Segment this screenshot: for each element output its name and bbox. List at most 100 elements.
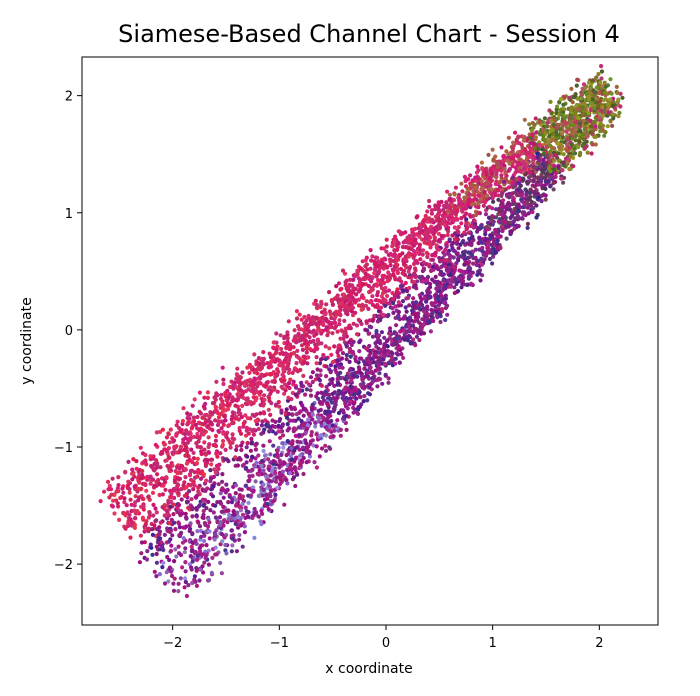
scatter-point (261, 448, 266, 454)
scatter-point (383, 372, 388, 377)
scatter-point (569, 86, 574, 91)
scatter-point (289, 446, 294, 451)
scatter-point (227, 423, 232, 428)
scatter-point (487, 204, 492, 209)
scatter-point (382, 350, 387, 355)
scatter-point (522, 117, 527, 122)
scatter-point (189, 505, 195, 510)
scatter-point (294, 445, 299, 450)
scatter-point (542, 167, 547, 172)
scatter-point (182, 550, 187, 555)
scatter-point (249, 441, 254, 446)
scatter-point (382, 273, 387, 278)
scatter-point (551, 180, 556, 185)
scatter-point (299, 343, 305, 348)
scatter-point (176, 425, 182, 431)
scatter-point (202, 440, 207, 445)
scatter-point (307, 451, 312, 456)
scatter-point (114, 498, 119, 503)
scatter-point (448, 284, 453, 289)
scatter-point (172, 488, 177, 493)
scatter-point (218, 403, 224, 408)
scatter-point (468, 173, 473, 178)
scatter-point (447, 237, 452, 242)
scatter-point (195, 529, 200, 534)
scatter-point (407, 285, 412, 291)
scatter-point (175, 487, 180, 492)
scatter-point (176, 544, 181, 549)
scatter-point (201, 552, 206, 557)
scatter-point (548, 183, 553, 188)
scatter-point (240, 512, 246, 517)
scatter-point (251, 401, 256, 406)
scatter-point (543, 193, 548, 198)
scatter-point (436, 231, 441, 236)
scatter-point (201, 512, 206, 517)
scatter-point (134, 466, 139, 471)
scatter-point (357, 340, 362, 345)
scatter-point (488, 222, 493, 227)
scatter-point (390, 244, 395, 249)
scatter-point (181, 536, 186, 541)
scatter-point (396, 240, 401, 246)
scatter-point (315, 306, 320, 311)
scatter-point (123, 469, 128, 474)
scatter-point (271, 443, 276, 448)
scatter-point (379, 280, 384, 286)
scatter-point (423, 236, 428, 242)
scatter-point (316, 408, 321, 413)
scatter-point (224, 457, 229, 462)
scatter-point (217, 515, 223, 520)
scatter-point (590, 97, 595, 102)
scatter-point (354, 292, 359, 297)
scatter-point (252, 352, 257, 357)
scatter-point (585, 134, 590, 139)
scatter-point (394, 323, 399, 328)
scatter-point (338, 427, 343, 432)
scatter-point (132, 525, 137, 531)
scatter-point (473, 178, 479, 183)
scatter-point (249, 436, 254, 441)
scatter-point (510, 198, 516, 203)
scatter-point (191, 487, 196, 492)
scatter-point (159, 540, 164, 545)
scatter-point (361, 399, 366, 404)
scatter-point (436, 294, 441, 299)
scatter-point (353, 300, 358, 305)
scatter-point (293, 385, 299, 390)
scatter-point (551, 122, 557, 128)
scatter-point (235, 366, 240, 371)
scatter-point (452, 285, 457, 290)
scatter-point (436, 247, 441, 252)
scatter-point (347, 399, 352, 404)
scatter-point (205, 390, 210, 395)
scatter-point (542, 175, 547, 180)
scatter-point (337, 322, 342, 327)
scatter-point (183, 560, 188, 565)
scatter-point (399, 279, 404, 284)
scatter-point (304, 346, 309, 351)
scatter-point (312, 460, 317, 465)
scatter-point (467, 230, 472, 235)
scatter-point (154, 560, 159, 565)
scatter-point (511, 140, 516, 145)
scatter-point (150, 527, 155, 532)
scatter-point (547, 108, 552, 113)
scatter-point (313, 342, 318, 347)
scatter-point (211, 510, 216, 515)
scatter-point (183, 576, 188, 581)
scatter-point (387, 272, 392, 277)
scatter-point (459, 285, 464, 290)
scatter-point (257, 493, 262, 498)
scatter-point (485, 224, 490, 230)
scatter-point (268, 427, 273, 433)
scatter-point (189, 549, 194, 554)
scatter-point (218, 396, 223, 401)
scatter-point (302, 321, 307, 326)
scatter-point (445, 303, 450, 308)
scatter-point (457, 268, 462, 273)
scatter-point (233, 483, 239, 488)
scatter-point (253, 447, 258, 452)
scatter-point (551, 187, 556, 192)
